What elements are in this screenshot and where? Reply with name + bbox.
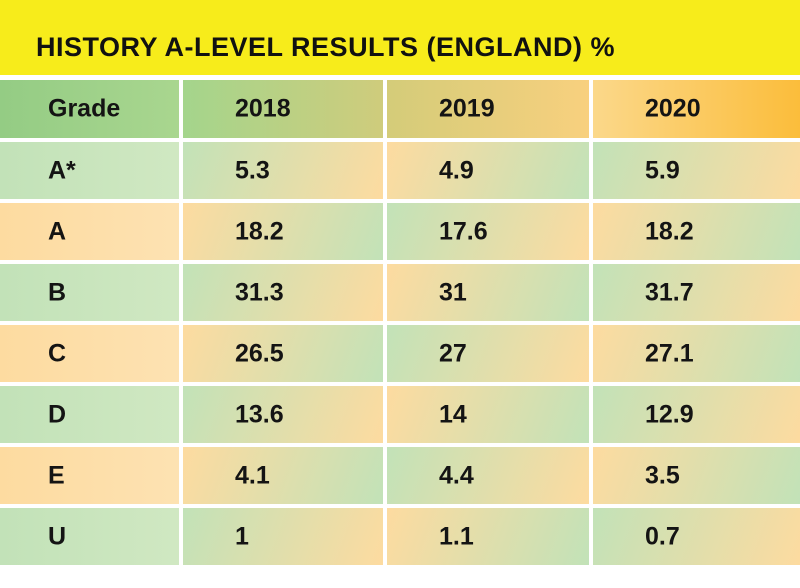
value-cell-0-2: 4.9 [387, 142, 589, 199]
header-cell-2-text: 2019 [439, 94, 495, 123]
value-cell-0-2-text: 4.9 [439, 156, 474, 184]
value-cell-1-2: 17.6 [387, 203, 589, 260]
grade-cell-2-0-text: B [48, 278, 67, 306]
value-cell-1-3: 18.2 [593, 203, 800, 260]
value-cell-6-1-text: 1 [235, 522, 249, 550]
header-cell-0: Grade [0, 80, 179, 138]
value-cell-4-2: 14 [387, 386, 589, 443]
header-cell-3-text: 2020 [645, 94, 701, 123]
value-cell-0-1: 5.3 [183, 142, 383, 199]
value-cell-1-2-text: 17.6 [439, 217, 488, 245]
value-cell-3-3: 27.1 [593, 325, 800, 382]
value-cell-4-1-text: 13.6 [235, 400, 284, 428]
header-cell-3: 2020 [593, 80, 800, 138]
value-cell-0-3: 5.9 [593, 142, 800, 199]
grade-cell-6-0: U [0, 508, 179, 565]
value-cell-3-2: 27 [387, 325, 589, 382]
value-cell-5-2-text: 4.4 [439, 461, 474, 489]
value-cell-3-1-text: 26.5 [235, 339, 284, 367]
value-cell-4-2-text: 14 [439, 400, 467, 428]
value-cell-3-2-text: 27 [439, 339, 467, 367]
value-cell-6-3-text: 0.7 [645, 522, 680, 550]
value-cell-0-1-text: 5.3 [235, 156, 270, 184]
grade-cell-1-0: A [0, 203, 179, 260]
value-cell-2-3: 31.7 [593, 264, 800, 321]
value-cell-2-3-text: 31.7 [645, 278, 694, 306]
grade-cell-6-0-text: U [48, 522, 67, 550]
value-cell-4-3: 12.9 [593, 386, 800, 443]
value-cell-1-1-text: 18.2 [235, 217, 284, 245]
value-cell-3-1: 26.5 [183, 325, 383, 382]
value-cell-6-1: 1 [183, 508, 383, 565]
header-cell-2: 2019 [387, 80, 589, 138]
value-cell-0-3-text: 5.9 [645, 156, 680, 184]
value-cell-6-2: 1.1 [387, 508, 589, 565]
grade-cell-3-0: C [0, 325, 179, 382]
grade-cell-4-0: D [0, 386, 179, 443]
value-cell-2-1: 31.3 [183, 264, 383, 321]
value-cell-2-2: 31 [387, 264, 589, 321]
grade-cell-4-0-text: D [48, 400, 67, 428]
value-cell-6-3: 0.7 [593, 508, 800, 565]
grade-cell-3-0-text: C [48, 339, 67, 367]
value-cell-5-3-text: 3.5 [645, 461, 680, 489]
value-cell-6-2-text: 1.1 [439, 522, 474, 550]
header-cell-0-text: Grade [48, 94, 121, 123]
value-cell-1-3-text: 18.2 [645, 217, 694, 245]
grade-cell-5-0: E [0, 447, 179, 504]
value-cell-2-1-text: 31.3 [235, 278, 284, 306]
grade-cell-5-0-text: E [48, 461, 65, 489]
grade-cell-1-0-text: A [48, 217, 67, 245]
value-cell-5-2: 4.4 [387, 447, 589, 504]
value-cell-4-3-text: 12.9 [645, 400, 694, 428]
value-cell-5-1: 4.1 [183, 447, 383, 504]
chart-title: HISTORY A-LEVEL RESULTS (ENGLAND) % [36, 32, 616, 62]
value-cell-5-1-text: 4.1 [235, 461, 270, 489]
value-cell-2-2-text: 31 [439, 278, 467, 306]
grade-cell-0-0-text: A* [48, 156, 76, 184]
value-cell-4-1: 13.6 [183, 386, 383, 443]
value-cell-3-3-text: 27.1 [645, 339, 694, 367]
grade-cell-0-0: A* [0, 142, 179, 199]
title-bar: HISTORY A-LEVEL RESULTS (ENGLAND) % [0, 0, 800, 75]
grade-cell-2-0: B [0, 264, 179, 321]
value-cell-5-3: 3.5 [593, 447, 800, 504]
header-cell-1: 2018 [183, 80, 383, 138]
value-cell-1-1: 18.2 [183, 203, 383, 260]
header-cell-1-text: 2018 [235, 94, 291, 123]
